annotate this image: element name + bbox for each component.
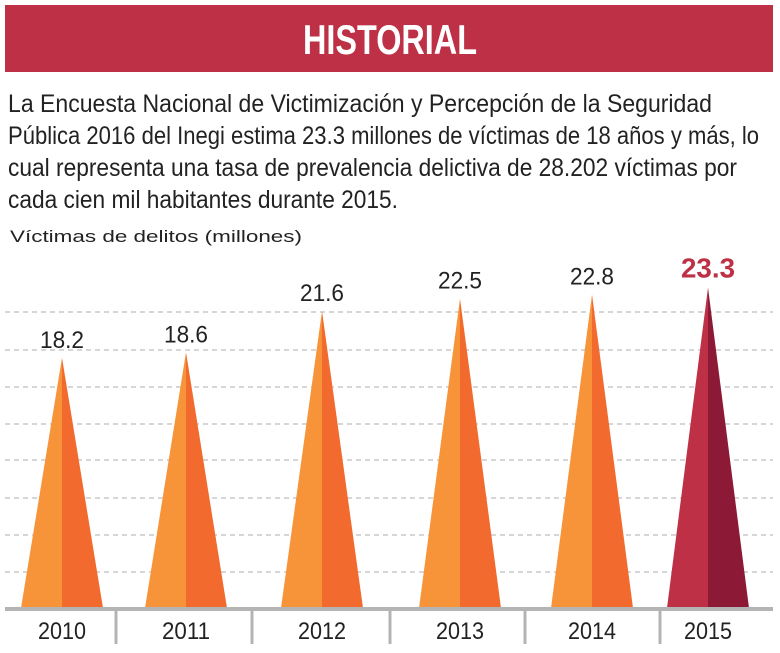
data-label: 21.6 xyxy=(300,280,344,307)
bar-2014: 22.8 xyxy=(551,264,633,608)
bar-right-face xyxy=(592,294,633,608)
bar-right-face xyxy=(460,298,501,608)
x-axis-separator xyxy=(658,610,662,644)
bar-right-face xyxy=(708,287,749,608)
x-axis-separator xyxy=(388,610,392,644)
bar-left-face xyxy=(551,294,592,608)
intro-line-2: Pública 2016 del Inegi estima 23.3 millo… xyxy=(8,122,759,150)
bar-2011: 18.6 xyxy=(145,321,227,608)
header-title: HISTORIAL xyxy=(303,16,477,63)
bar-left-face xyxy=(281,311,322,608)
x-axis-line xyxy=(5,607,773,611)
bars: 18.2 18.6 21.6 22.5 22.8 23.3 xyxy=(21,253,749,608)
bar-left-face xyxy=(667,287,708,608)
x-tick-label: 2011 xyxy=(162,618,210,645)
data-label: 22.8 xyxy=(570,264,614,291)
x-axis-separator xyxy=(523,610,527,644)
x-tick-label: 2013 xyxy=(436,618,484,645)
intro-line-4: cada cien mil habitantes durante 2015. xyxy=(8,186,398,214)
bar-right-face xyxy=(62,357,103,608)
data-label: 23.3 xyxy=(681,253,735,284)
x-axis-separator xyxy=(114,610,118,644)
bar-right-face xyxy=(322,311,363,608)
bar-2015: 23.3 xyxy=(667,253,749,608)
x-tick-label: 2014 xyxy=(568,618,616,645)
bar-left-face xyxy=(145,352,186,608)
x-axis: 2010 2011 2012 2013 2014 2015 xyxy=(5,607,773,645)
bar-2013: 22.5 xyxy=(419,268,501,608)
data-label: 18.6 xyxy=(164,321,208,348)
intro-line-3: cual representa una tasa de prevalencia … xyxy=(8,154,737,182)
x-tick-label: 2012 xyxy=(298,618,346,645)
data-label: 22.5 xyxy=(438,268,482,295)
data-label: 18.2 xyxy=(40,327,84,354)
bar-2012: 21.6 xyxy=(281,280,363,608)
intro-line-1: La Encuesta Nacional de Victimización y … xyxy=(8,90,712,118)
y-axis-label: Víctimas de delitos (millones) xyxy=(10,227,302,246)
x-axis-separator xyxy=(250,610,254,644)
header-bar xyxy=(5,5,773,72)
x-tick-label: 2015 xyxy=(684,618,732,645)
bar-right-face xyxy=(186,352,227,608)
x-tick-label: 2010 xyxy=(38,618,86,645)
gridlines xyxy=(5,311,773,573)
bar-2010: 18.2 xyxy=(21,327,103,608)
bar-left-face xyxy=(21,357,62,608)
bar-left-face xyxy=(419,298,460,608)
